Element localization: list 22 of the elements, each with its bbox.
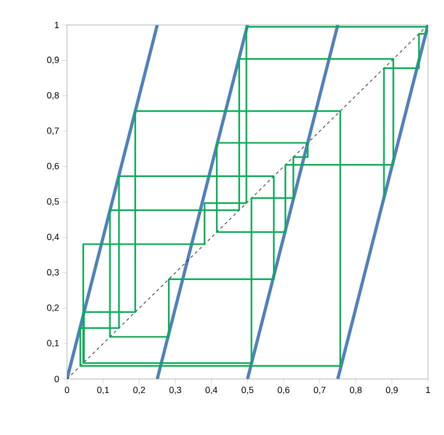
x-tick-label: 0,6	[278, 386, 290, 394]
x-tick-label: 0,4	[206, 386, 218, 394]
x-tick-label: 1	[426, 386, 430, 393]
y-tick-label: 0,1	[47, 340, 59, 348]
y-tick-label: 0,7	[47, 127, 59, 135]
y-tick-label: 0,6	[47, 162, 59, 170]
y-tick-label: 0,8	[47, 92, 59, 100]
x-tick-label: 0	[64, 386, 70, 394]
y-tick-label: 1	[54, 22, 59, 28]
x-tick-label: 0,8	[350, 386, 362, 394]
y-tick-label: 0,5	[47, 198, 59, 206]
y-tick-label: 0,3	[47, 269, 59, 276]
x-tick-label: 0,7	[314, 386, 326, 394]
y-tick-label: 0,9	[47, 56, 59, 64]
y-tick-label: 0,4	[47, 234, 59, 242]
x-tick-label: 0,1	[97, 386, 109, 394]
x-tick-label: 0,5	[242, 386, 254, 394]
y-tick-label: 0	[54, 376, 59, 382]
x-tick-label: 0,3	[169, 386, 182, 394]
x-tick-label: 0,2	[133, 386, 145, 394]
y-tick-label: 0,2	[47, 304, 59, 312]
x-tick-label: 0,9	[386, 386, 398, 394]
